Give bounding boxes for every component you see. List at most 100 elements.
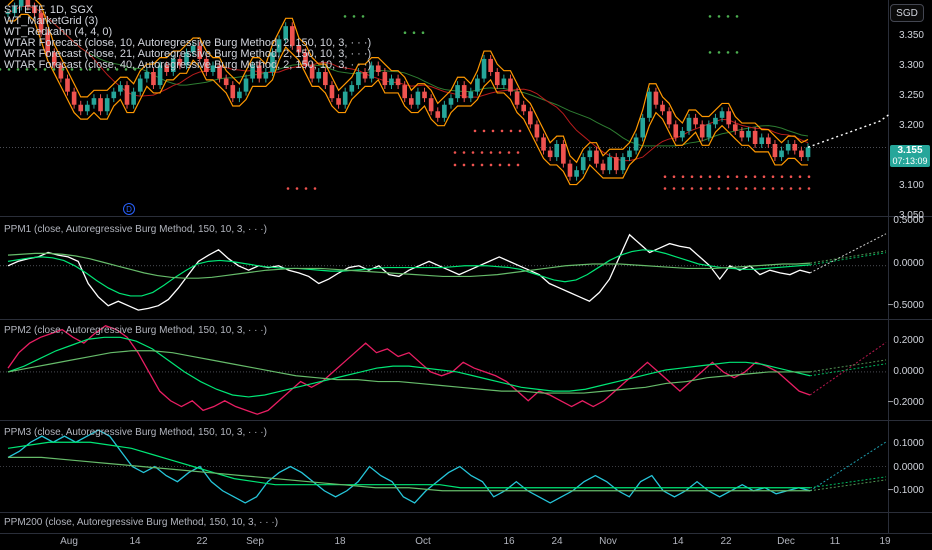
grid-dot xyxy=(295,187,299,190)
grid-dot xyxy=(421,31,425,35)
grid-dot xyxy=(699,175,703,179)
candle-body xyxy=(686,117,692,131)
envelope-upper xyxy=(7,0,809,164)
candle-body xyxy=(170,58,176,72)
candle-body xyxy=(144,72,150,79)
candle-body xyxy=(349,85,355,92)
grid-dot xyxy=(663,175,667,179)
candle-body xyxy=(38,13,44,33)
grid-dot xyxy=(453,151,457,154)
candle-body xyxy=(12,6,17,14)
legend: STI ETF, 1D, SGX WT_MarketGrid (3) WT_Re… xyxy=(4,5,371,71)
x-tick: Sep xyxy=(246,536,264,547)
candle-body xyxy=(501,78,507,86)
x-tick: 14 xyxy=(129,536,141,547)
candle-body xyxy=(151,72,156,86)
candle-body xyxy=(547,150,553,158)
candle-body xyxy=(805,147,811,158)
x-tick: 18 xyxy=(334,536,346,547)
candle-body xyxy=(71,91,77,105)
grid-dot xyxy=(507,151,511,154)
candle-body xyxy=(799,150,804,158)
grid-dot xyxy=(61,68,65,71)
ppm200-title[interactable]: PPM200 (close, Autoregressive Burg Metho… xyxy=(4,517,279,528)
candle-body xyxy=(693,117,698,125)
candle-body xyxy=(131,91,136,105)
ppm-series-line xyxy=(7,249,811,297)
candle-body xyxy=(32,6,37,14)
grid-dot xyxy=(726,187,730,190)
grid-dot xyxy=(124,68,128,71)
candle-body xyxy=(647,91,652,118)
legend-wtar-21[interactable]: WTAR Forecast (close, 21, Autoregressive… xyxy=(4,48,372,60)
candle-body xyxy=(263,72,269,79)
dividend-marker[interactable]: D xyxy=(123,203,135,215)
ppm3-title[interactable]: PPM3 (close, Autoregressive Burg Method,… xyxy=(4,427,267,438)
ppm3-tick: −0.1000 xyxy=(887,485,924,496)
candle-body xyxy=(594,150,599,164)
ppm-series-line xyxy=(7,252,811,279)
candle-body xyxy=(620,157,626,171)
ppm2-title[interactable]: PPM2 (close, Autoregressive Burg Method,… xyxy=(4,325,267,336)
candle-body xyxy=(640,117,646,138)
candle-body xyxy=(567,163,573,177)
grid-dot xyxy=(726,15,730,18)
candle-body xyxy=(534,124,540,138)
candle-body xyxy=(25,0,31,7)
candle-body xyxy=(455,85,460,99)
ppm1-tick: −0.5000 xyxy=(887,300,924,311)
candle-body xyxy=(223,78,229,86)
grid-dot xyxy=(106,68,110,71)
ppm-series-line xyxy=(7,441,810,489)
candle-body xyxy=(508,78,513,92)
ppm1-title[interactable]: PPM1 (close, Autoregressive Burg Method,… xyxy=(4,224,267,235)
grid-dot xyxy=(708,187,712,190)
candle-body xyxy=(204,58,209,72)
grid-dot xyxy=(480,163,484,167)
x-tick: 22 xyxy=(720,536,732,547)
candle-body xyxy=(329,85,335,99)
ppm-series-line xyxy=(7,350,810,394)
candle-body xyxy=(673,124,679,138)
legend-symbol[interactable]: STI ETF, 1D, SGX xyxy=(4,4,94,16)
price-tick: 3.200 xyxy=(898,120,924,131)
currency-button[interactable]: SGD xyxy=(890,4,924,22)
price-tick: 3.350 xyxy=(898,30,924,41)
bar-countdown: 07:13:09 xyxy=(892,156,928,166)
grid-dot xyxy=(43,68,47,71)
candle-body xyxy=(514,91,520,105)
candle-body xyxy=(283,26,288,40)
grid-dot xyxy=(0,68,2,71)
grid-dot xyxy=(690,187,694,190)
ppm-projection xyxy=(809,476,887,489)
grid-dot xyxy=(789,187,793,190)
candle-body xyxy=(369,65,374,79)
grid-dot xyxy=(498,151,502,154)
grid-dot xyxy=(115,68,119,71)
candle-body xyxy=(739,130,745,138)
legend-marketgrid[interactable]: WT_MarketGrid (3) xyxy=(4,15,99,27)
grid-dot xyxy=(726,175,730,179)
candle-body xyxy=(521,104,527,112)
legend-wtar-10[interactable]: WTAR Forecast (close, 10, Autoregressive… xyxy=(4,37,372,49)
candle-body xyxy=(45,32,50,53)
candle-body xyxy=(699,124,705,138)
x-tick: 11 xyxy=(829,536,841,547)
candle-body xyxy=(653,91,659,105)
grid-dot xyxy=(489,151,493,154)
legend-redkahn[interactable]: WT_Redkahn (4, 4, 0) xyxy=(4,26,113,38)
grid-dot xyxy=(717,175,721,179)
candle-body xyxy=(18,0,24,7)
candle-body xyxy=(574,170,579,177)
candle-body xyxy=(356,72,361,86)
candle-body xyxy=(488,58,493,72)
x-tick: 22 xyxy=(196,536,208,547)
grid-dot xyxy=(807,175,811,179)
grid-dot xyxy=(97,68,101,71)
ppm3-tick: 0.0000 xyxy=(893,462,924,473)
grid-dot xyxy=(453,163,457,167)
legend-wtar-40[interactable]: WTAR Forecast (close, 40, Autoregressive… xyxy=(4,59,372,71)
candle-body xyxy=(184,52,189,66)
